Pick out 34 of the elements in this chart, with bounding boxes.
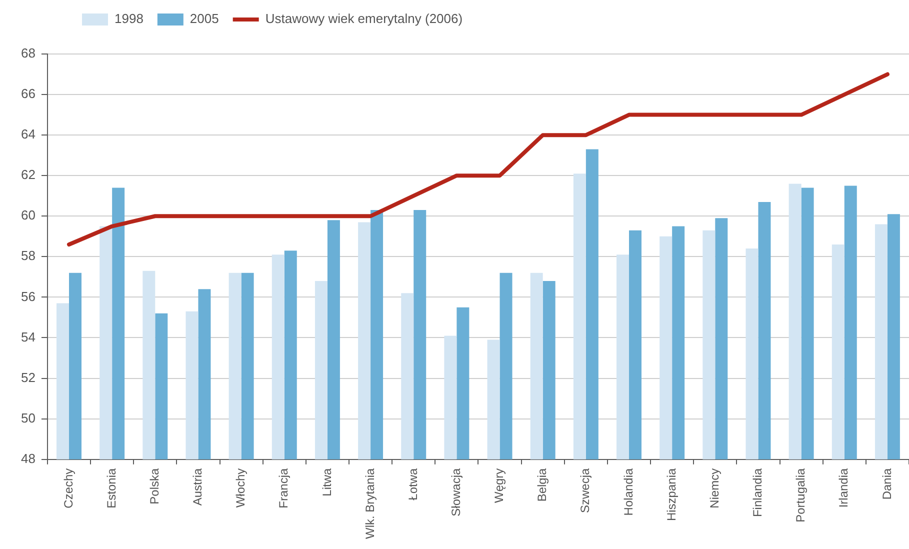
x-tick-label: Austria <box>190 468 205 506</box>
y-tick-label: 64 <box>20 126 36 142</box>
y-tick-label: 62 <box>20 167 36 182</box>
legend-label: 1998 <box>114 11 144 26</box>
y-tick-label: 54 <box>20 329 36 344</box>
legend-label: 2005 <box>190 11 219 26</box>
x-tick-label: Niemcy <box>707 468 722 508</box>
x-tick-label: Szwecja <box>578 468 592 514</box>
y-tick-label: 52 <box>20 370 36 385</box>
x-tick-label: Estonia <box>104 468 118 508</box>
x-tick-label: Wlk. Brytania <box>362 468 377 540</box>
y-tick-label: 50 <box>20 410 36 426</box>
y-tick-label: 56 <box>20 288 36 304</box>
y-tick-label: 60 <box>20 208 36 223</box>
x-tick-label: Finlandia <box>750 468 765 518</box>
x-tick-label: Słowacja <box>449 468 464 516</box>
x-tick-label: Łotwa <box>406 468 420 500</box>
y-tick-label: 68 <box>20 46 36 61</box>
x-tick-label: Polska <box>147 468 162 504</box>
y-tick-label: 66 <box>20 86 36 102</box>
x-tick-label: Węgry <box>492 468 506 503</box>
x-tick-label: Dania <box>880 468 894 500</box>
x-tick-label: Irlandia <box>836 468 851 508</box>
x-tick-label: Czechy <box>61 468 76 508</box>
legend-label: Ustawowy wiek emerytalny (2006) <box>265 11 463 26</box>
y-tick-label: 48 <box>20 450 36 466</box>
x-tick-label: Holandia <box>621 468 636 516</box>
x-tick-label: Portugalia <box>794 468 808 522</box>
x-tick-label: Hiszpania <box>664 468 678 522</box>
x-tick-label: Włochy <box>234 468 248 508</box>
x-tick-label: Belgia <box>535 468 550 502</box>
y-tick-label: 58 <box>20 248 36 264</box>
x-tick-label: Litwa <box>320 468 334 496</box>
x-tick-label: Francja <box>276 468 291 508</box>
